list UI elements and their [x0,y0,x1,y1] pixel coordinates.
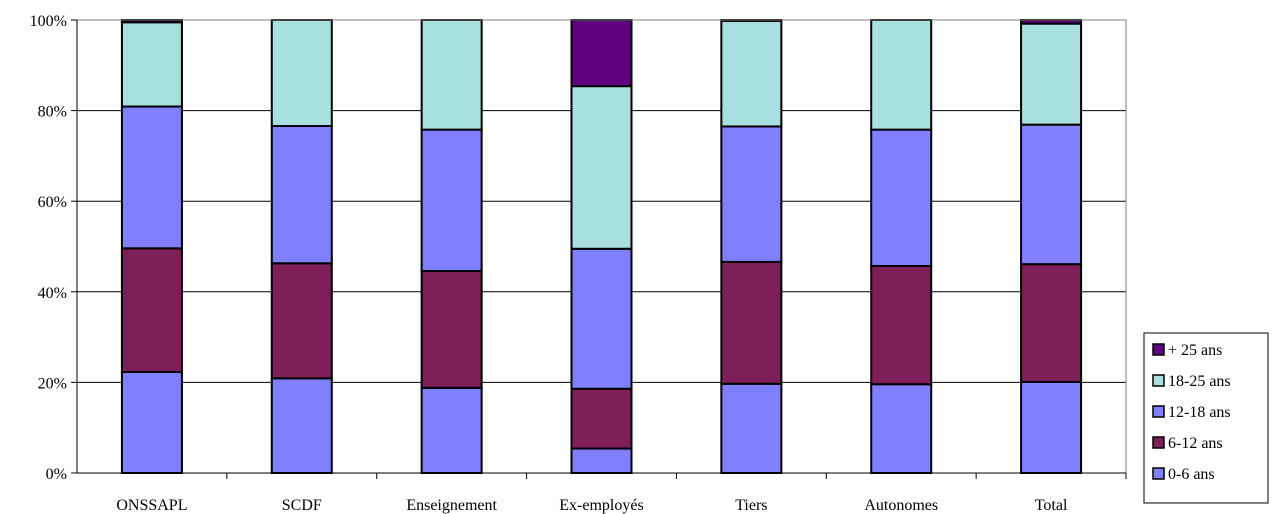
bar-segment [1020,263,1083,383]
x-category-label: SCDF [282,497,322,514]
bar-segment [870,128,933,267]
bar-segment [120,105,183,250]
bar-segment [720,260,783,385]
x-axis: ONSSAPL SCDF Enseignement Ex-employés Tiers A… [116,473,1127,514]
y-tick-label: 60% [38,194,67,211]
legend: + 25 ans 18-25 ans 12-18 ans 6-12 ans 0-6 an… [1143,332,1269,504]
legend-label: + 25 ans [1168,342,1222,359]
bar-segment [120,21,183,108]
bar-segment [420,386,483,474]
plot-area [76,19,1127,474]
bar-segment [720,125,783,263]
legend-label: 12-18 ans [1168,404,1231,421]
bar-segment [270,262,333,380]
bar-segment [870,383,933,475]
y-tick-label: 0% [46,466,67,483]
bar-segment [570,85,633,250]
bar-segment [120,247,183,373]
legend-swatch [1152,405,1165,418]
bar-segment [270,125,333,265]
legend-label: 0-6 ans [1168,466,1215,483]
bar-segment [1020,22,1083,126]
x-category-label: Total [1035,497,1068,514]
bar-segment [1020,123,1083,266]
bar-segment [870,19,933,131]
bar-segment [570,387,633,450]
y-tick-label: 40% [38,285,67,302]
bar-segment [720,19,783,128]
bar-segment [420,269,483,389]
bar-segment [1020,19,1083,25]
legend-swatch [1152,374,1165,387]
bar-segment [570,247,633,390]
legend-swatch [1152,436,1165,449]
y-tick-label: 80% [38,104,67,121]
bar-segment [570,447,633,474]
bar-segment [270,19,333,128]
x-category-label: Autonomes [864,497,938,514]
legend-swatch [1152,343,1165,356]
y-tick-label: 20% [38,375,67,392]
bar-segment [120,370,183,474]
legend-label: 6-12 ans [1168,435,1223,452]
legend-label: 18-25 ans [1168,373,1231,390]
bar-segment [1020,380,1083,474]
x-category-label: Ex-employés [559,497,643,514]
legend-swatch [1152,467,1165,480]
x-category-label: Tiers [735,497,767,514]
bar-segment [420,128,483,272]
x-category-label: Enseignement [406,497,497,514]
y-axis: 0% 20% 40% 60% 80% 100% [30,13,77,483]
x-category-label: ONSSAPL [116,497,187,514]
bars [120,19,1083,475]
bar-segment [870,264,933,386]
bar-segment [420,19,483,131]
y-tick-label: 100% [30,13,67,30]
bar-segment [720,382,783,474]
bar-segment [270,377,333,474]
bar-segment [570,19,633,88]
